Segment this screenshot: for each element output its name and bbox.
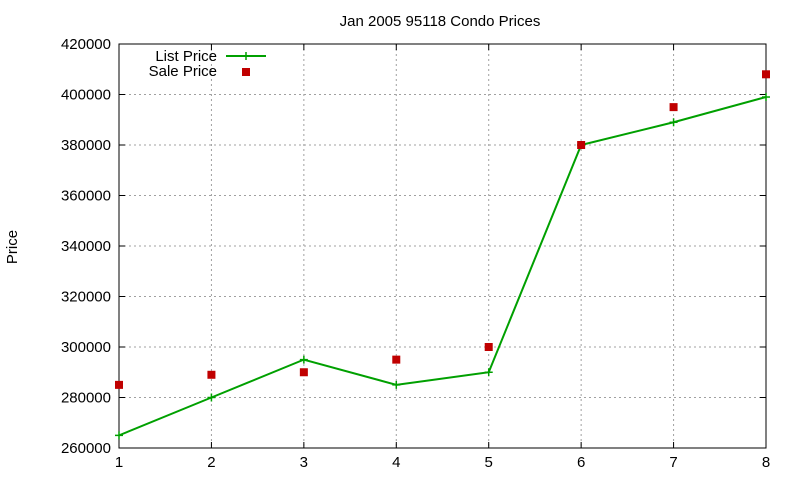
y-tick-label: 320000 [61, 289, 111, 306]
data-point-sale-price [115, 380, 123, 389]
data-point-sale-price [207, 370, 216, 379]
y-tick-label: 360000 [61, 188, 111, 205]
legend-label-list-price: List Price [155, 48, 217, 65]
legend: List Price Sale Price [149, 48, 266, 80]
y-tick-label: 280000 [61, 390, 111, 407]
data-point-sale-price [577, 141, 586, 149]
data-point-sale-price [762, 70, 770, 79]
data-point-sale-price [299, 368, 308, 377]
data-point-sale-price [392, 355, 401, 364]
data-point-list-price [762, 93, 770, 102]
legend-swatch-list-price [226, 52, 266, 60]
x-tick-label: 8 [762, 454, 770, 471]
series-line-list-price [118, 96, 767, 437]
legend-swatch-sale-price [242, 68, 250, 76]
data-point-list-price [299, 355, 308, 364]
ticks-layer: 1 2 3 4 5 6 7 8 260000 280000 300000 320000 340000 36… [61, 36, 770, 471]
legend-label-sale-price: Sale Price [149, 63, 217, 80]
data-point-sale-price [669, 103, 678, 112]
chart-title: Jan 2005 95118 Condo Prices [340, 13, 541, 30]
x-tick-label: 2 [207, 454, 215, 471]
x-tick-label: 7 [669, 454, 677, 471]
legend-marker-list-price [242, 52, 250, 60]
y-tick-label: 400000 [61, 87, 111, 104]
series-layer [115, 70, 770, 440]
data-point-list-price [207, 393, 216, 402]
plot-frame [118, 43, 767, 449]
y-tick-label: 300000 [61, 339, 111, 356]
x-tick-label: 1 [115, 454, 123, 471]
legend-marker-sale-price [242, 68, 250, 76]
y-tick-label: 380000 [61, 137, 111, 154]
y-tick-label: 340000 [61, 238, 111, 255]
data-point-sale-price [484, 343, 493, 351]
data-point-list-price [115, 431, 123, 440]
data-point-list-price [669, 118, 678, 127]
data-point-list-price [484, 368, 493, 377]
x-tick-label: 6 [577, 454, 585, 471]
x-tick-label: 5 [485, 454, 493, 471]
x-tick-label: 4 [392, 454, 400, 471]
data-point-list-price [392, 380, 401, 389]
x-tick-label: 3 [300, 454, 308, 471]
y-axis-label: Price [4, 230, 21, 264]
grid-layer [119, 44, 766, 448]
y-tick-label: 260000 [61, 440, 111, 457]
y-tick-label: 420000 [61, 36, 111, 53]
